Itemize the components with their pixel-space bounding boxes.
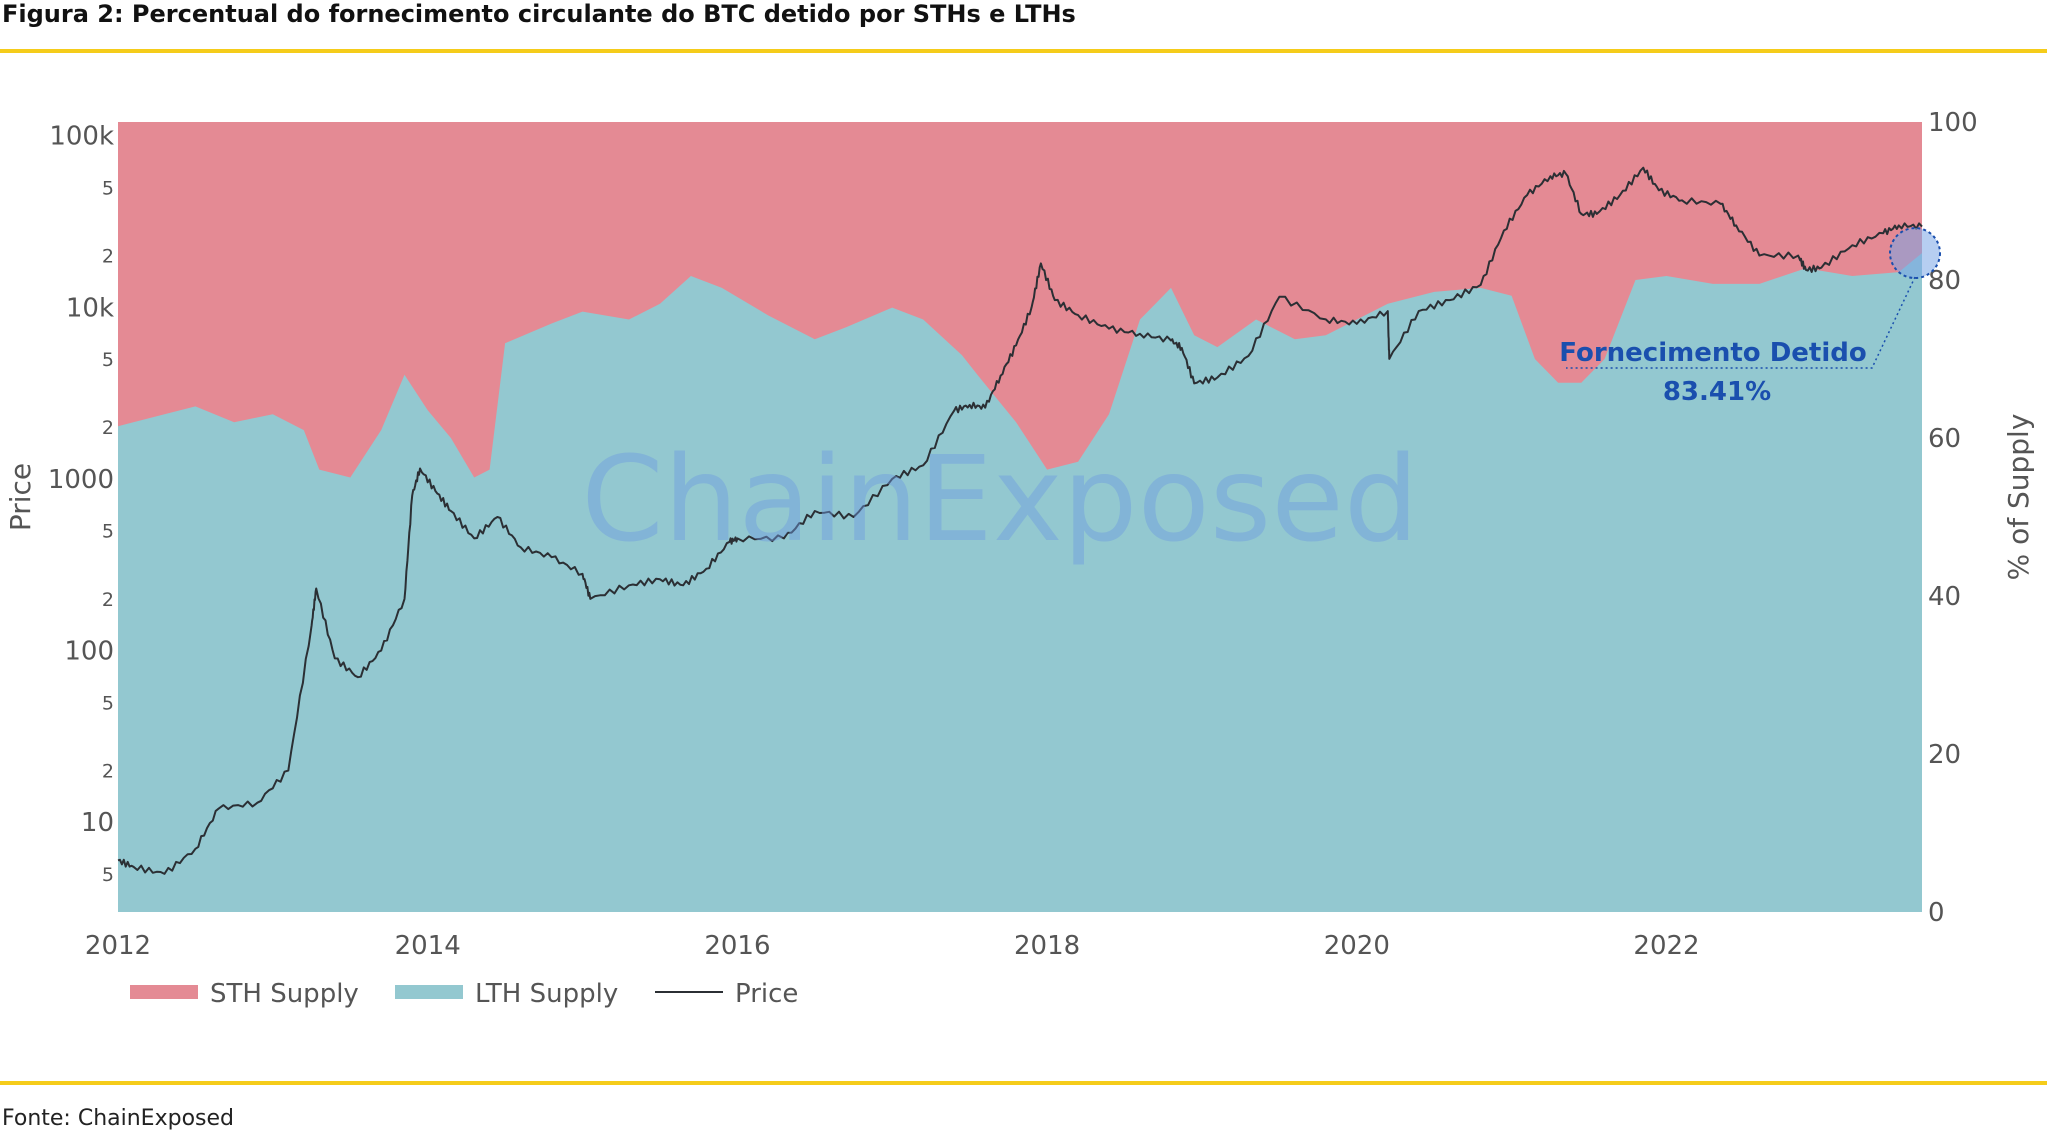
left-minor-tick-label: 5	[102, 864, 114, 886]
legend-item-sth-swatch	[130, 985, 198, 999]
top-yellow-rule	[0, 49, 2047, 53]
left-tick-label: 10k	[66, 293, 114, 323]
x-tick-label: 2016	[704, 931, 770, 961]
right-tick-label: 0	[1928, 898, 1945, 928]
price-line	[117, 166, 1923, 875]
legend: STH Supply LTH Supply Price	[130, 979, 798, 1009]
x-axis-ticks: 2012 2014 2016 2018 2020 2022	[85, 931, 1700, 961]
left-minor-tick-label: 5	[102, 349, 114, 371]
right-tick-label: 100	[1928, 108, 1978, 138]
left-minor-tick-label: 5	[102, 692, 114, 714]
btc-supply-chart: ChainExposed 2012 2014 2016 2018 2020 2022 10…	[4, 108, 2035, 1009]
lth-supply-area	[118, 253, 1922, 913]
right-axis-title: % of Supply	[2002, 414, 2035, 581]
plot-area	[117, 122, 1923, 913]
right-tick-label: 60	[1928, 424, 1961, 454]
left-tick-label: 100	[64, 637, 114, 667]
left-minor-tick-label: 2	[102, 589, 114, 611]
annotation-leader-line	[1566, 276, 1916, 369]
left-minor-tick-label: 5	[102, 177, 114, 199]
left-tick-label: 10	[81, 808, 114, 838]
left-minor-tick-label: 2	[102, 246, 114, 268]
x-tick-label: 2020	[1324, 931, 1390, 961]
annotation: Fornecimento Detido 83.41%	[1559, 227, 1941, 407]
bottom-yellow-rule	[0, 1081, 2047, 1085]
annotation-highlight-circle	[1889, 227, 1941, 280]
x-tick-label: 2014	[395, 931, 461, 961]
annotation-label: Fornecimento Detido	[1559, 338, 1866, 368]
legend-item-lth-label: LTH Supply	[475, 979, 618, 1009]
left-minor-tick-label: 2	[102, 761, 114, 783]
legend-item-lth-swatch	[395, 985, 463, 999]
left-axis-ticks: 10 100 1000 10k 100k 5 2 5 2 5 2 5 2 5	[48, 122, 114, 886]
annotation-value: 83.41%	[1663, 377, 1771, 407]
left-minor-tick-label: 2	[102, 417, 114, 439]
left-axis-title: Price	[4, 463, 37, 531]
figure-title: Figura 2: Percentual do fornecimento cir…	[2, 0, 1076, 28]
x-tick-label: 2018	[1014, 931, 1080, 961]
legend-item-price-label: Price	[735, 979, 798, 1009]
source-note: Fonte: ChainExposed	[2, 1106, 234, 1131]
x-tick-label: 2012	[85, 931, 151, 961]
watermark: ChainExposed	[581, 430, 1419, 568]
legend-item-sth-label: STH Supply	[210, 979, 359, 1009]
left-minor-tick-label: 5	[102, 521, 114, 543]
left-tick-label: 100k	[49, 122, 114, 152]
left-tick-label: 1000	[48, 465, 114, 495]
right-tick-label: 40	[1928, 582, 1961, 612]
right-tick-label: 20	[1928, 740, 1961, 770]
x-tick-label: 2022	[1633, 931, 1699, 961]
